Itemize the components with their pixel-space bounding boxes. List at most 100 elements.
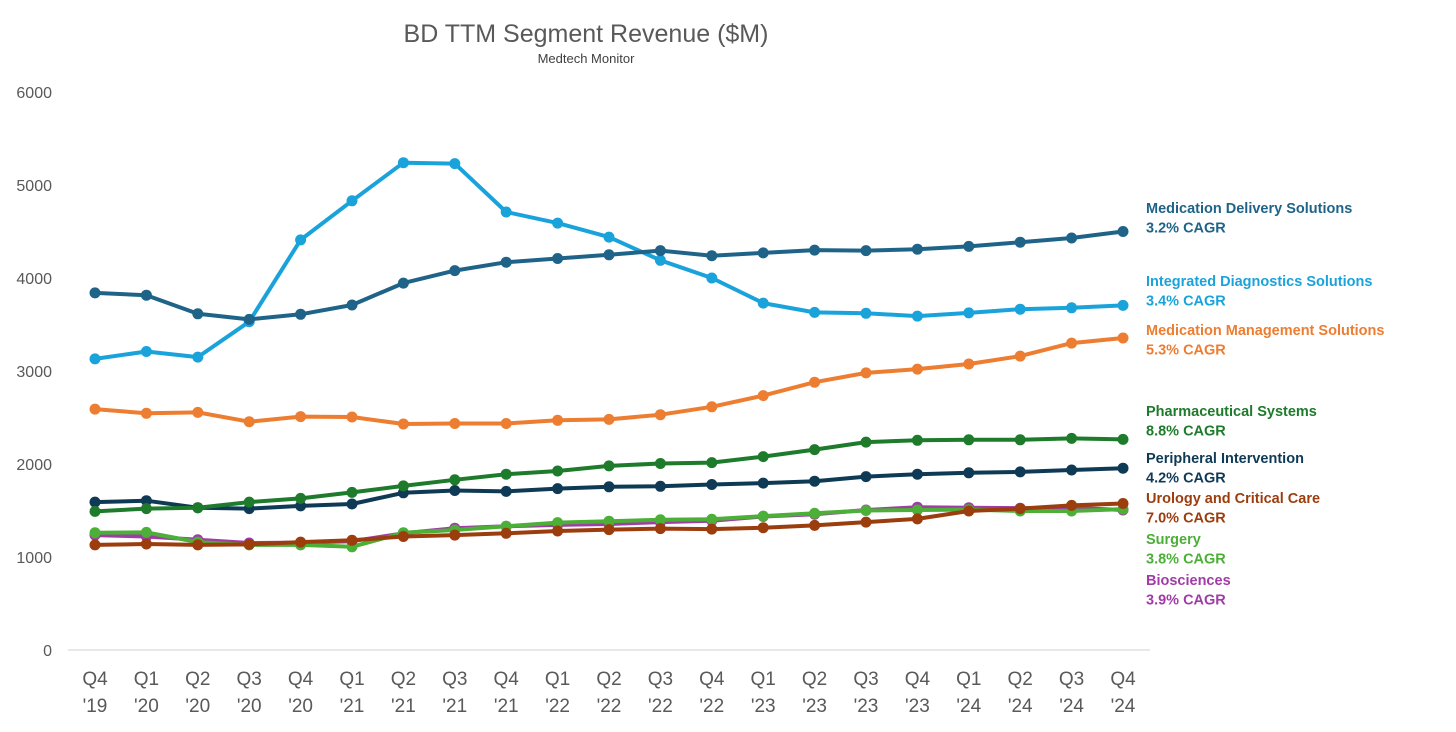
series-line — [93, 336, 1125, 426]
data-point — [809, 306, 821, 318]
data-point — [346, 195, 358, 207]
data-point — [809, 475, 821, 487]
data-point — [1014, 434, 1026, 446]
data-point — [449, 265, 461, 277]
legend-entry-cagr: 3.4% CAGR — [1146, 294, 1226, 310]
data-point — [89, 403, 101, 415]
data-point — [706, 523, 718, 535]
y-tick-label: 0 — [43, 643, 52, 660]
x-tick-label-quarter: Q4 — [699, 669, 725, 690]
x-tick-label-quarter: Q3 — [237, 669, 262, 690]
data-point — [89, 505, 101, 517]
data-point — [654, 254, 666, 266]
data-point — [654, 514, 666, 526]
data-point — [757, 297, 769, 309]
data-point — [295, 308, 307, 320]
data-point — [654, 523, 666, 535]
data-point — [397, 531, 409, 542]
data-point — [1066, 337, 1078, 349]
data-point — [1014, 466, 1026, 478]
x-tick-label-year: '22 — [545, 696, 570, 717]
data-point — [192, 539, 204, 551]
legend-entry-cagr: 3.2% CAGR — [1146, 221, 1226, 237]
data-point — [911, 243, 923, 255]
data-point — [706, 457, 718, 469]
data-point — [603, 231, 615, 243]
legend-entry-cagr: 3.8% CAGR — [1146, 552, 1226, 568]
data-point — [243, 416, 255, 428]
data-point — [1014, 503, 1026, 515]
x-tick-label-year: '20 — [134, 696, 159, 717]
legend-entry-name: Biosciences — [1146, 573, 1231, 589]
data-point — [860, 516, 872, 528]
data-point — [397, 480, 409, 492]
y-tick-label: 6000 — [16, 85, 52, 102]
x-tick-label-year: '20 — [237, 696, 262, 717]
data-point — [654, 409, 666, 421]
data-point — [449, 158, 461, 170]
legend-entry-name: Surgery — [1146, 532, 1201, 548]
data-point — [192, 406, 204, 418]
data-point — [89, 353, 101, 365]
data-point — [346, 411, 358, 423]
data-point — [192, 502, 204, 514]
x-tick-label-quarter: Q3 — [648, 669, 673, 690]
data-point — [140, 503, 152, 515]
legend-entry-cagr: 8.8% CAGR — [1146, 424, 1226, 440]
legend-entry-name: Medication Delivery Solutions — [1146, 201, 1352, 217]
x-tick-label-year: '22 — [597, 696, 622, 717]
legend-entry-name: Peripheral Intervention — [1146, 451, 1304, 467]
x-tick-label-quarter: Q2 — [596, 669, 621, 690]
data-point — [1066, 302, 1078, 314]
series-peripheral-intervention — [89, 462, 1129, 515]
data-point — [963, 467, 975, 479]
data-point — [860, 307, 872, 319]
data-point — [654, 480, 666, 492]
data-point — [603, 460, 615, 472]
data-point — [89, 496, 101, 508]
x-tick-label-quarter: Q4 — [288, 669, 314, 690]
data-point — [346, 498, 358, 510]
data-point — [757, 510, 769, 522]
data-point — [603, 524, 615, 536]
data-point — [140, 538, 152, 550]
series-layer — [89, 157, 1129, 553]
data-point — [603, 249, 615, 261]
data-point — [140, 346, 152, 357]
data-point — [911, 468, 923, 480]
data-point — [860, 505, 872, 516]
data-point — [1014, 236, 1026, 248]
series-line — [93, 160, 1125, 361]
data-point — [552, 517, 564, 529]
y-tick-label: 4000 — [16, 271, 52, 288]
data-point — [500, 418, 512, 429]
x-tick-label-year: '24 — [956, 696, 981, 717]
data-point — [89, 539, 101, 551]
data-point — [449, 485, 461, 496]
x-tick-label-quarter: Q4 — [1110, 669, 1136, 690]
data-point — [243, 538, 255, 550]
data-point — [295, 411, 307, 423]
legend-entry-name: Urology and Critical Care — [1146, 491, 1320, 507]
y-tick-label: 5000 — [16, 178, 52, 195]
data-point — [552, 465, 564, 477]
data-point — [552, 253, 564, 264]
data-point — [603, 413, 615, 425]
data-point — [1117, 433, 1129, 445]
data-point — [860, 245, 872, 257]
data-point — [500, 206, 512, 218]
x-tick-label-year: '23 — [751, 696, 776, 717]
data-point — [1014, 350, 1026, 362]
data-point — [243, 313, 255, 325]
series-medication-management-solutions — [89, 332, 1129, 430]
data-point — [963, 358, 975, 370]
data-point — [706, 401, 718, 413]
legend-entry-name: Pharmaceutical Systems — [1146, 404, 1317, 420]
data-point — [757, 247, 769, 259]
x-tick-label-year: '20 — [288, 696, 313, 717]
x-tick-label-quarter: Q4 — [494, 669, 520, 690]
data-point — [500, 485, 512, 497]
data-point — [1014, 303, 1026, 315]
x-tick-label-quarter: Q1 — [339, 669, 364, 690]
